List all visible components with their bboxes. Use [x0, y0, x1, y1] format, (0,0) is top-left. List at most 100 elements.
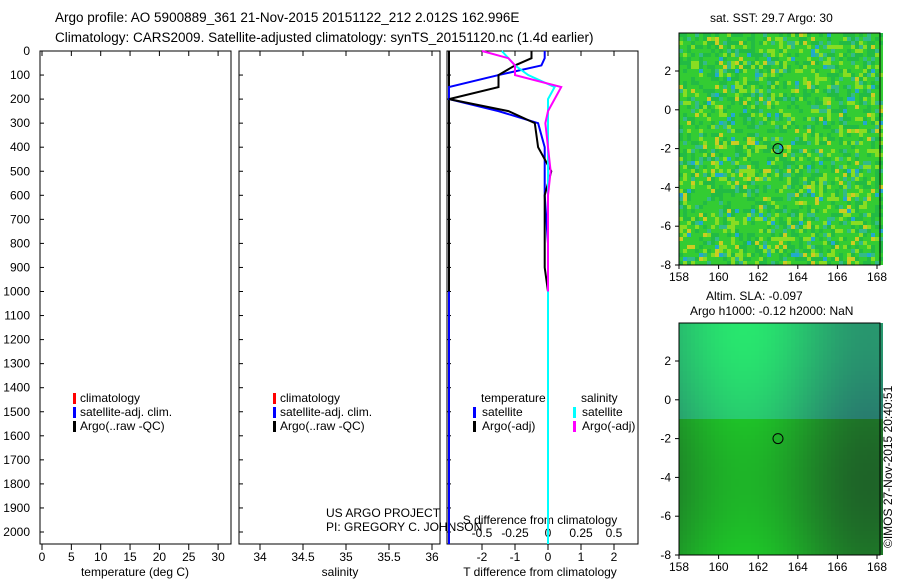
sla-map-cell [743, 463, 747, 467]
sla-map-cell [835, 387, 839, 391]
sst-map-cell [743, 257, 747, 261]
sst-map-cell [759, 189, 763, 193]
sst-map-cell [819, 161, 823, 165]
sst-map-cell [687, 105, 691, 109]
sst-map-cell [835, 101, 839, 105]
sst-map-cell [839, 197, 843, 201]
sla-map-cell [679, 407, 683, 411]
sst-map-cell [767, 65, 771, 69]
sla-map-cell [855, 395, 859, 399]
sst-map-cell [711, 229, 715, 233]
sst-map-cell [695, 205, 699, 209]
sla-map-cell [771, 423, 775, 427]
sst-map-cell [819, 65, 823, 69]
sla-map-cell [803, 443, 807, 447]
sla-map-cell [795, 463, 799, 467]
sst-map-cell [743, 197, 747, 201]
sla-map-cell [835, 435, 839, 439]
sst-map-cell [763, 113, 767, 117]
sla-map-cell [743, 447, 747, 451]
sst-map-cell [871, 241, 875, 245]
sst-map-cell [827, 61, 831, 65]
sst-map-cell [695, 201, 699, 205]
sst-map-cell [867, 73, 871, 77]
sla-map-cell [691, 379, 695, 383]
sst-map-cell [815, 145, 819, 149]
sst-map-cell [867, 249, 871, 253]
sst-map-cell [823, 53, 827, 57]
sst-map-cell [719, 261, 723, 265]
sst-map-cell [719, 121, 723, 125]
sla-map-cell [687, 415, 691, 419]
sst-map-cell [787, 193, 791, 197]
sst-map-cell [787, 245, 791, 249]
sst-map-cell [835, 201, 839, 205]
sst-map-cell [699, 233, 703, 237]
sst-map-cell [727, 153, 731, 157]
sst-map-cell [811, 209, 815, 213]
sst-map-cell [767, 133, 771, 137]
sst-map-cell [707, 237, 711, 241]
sst-map-cell [791, 233, 795, 237]
depth-tick-label: 200 [10, 92, 30, 106]
sla-map-cell [723, 379, 727, 383]
sst-map-cell [815, 61, 819, 65]
sla-map-cell [739, 431, 743, 435]
sst-map-cell [843, 177, 847, 181]
sst-map-cell [731, 217, 735, 221]
sst-map-cell [843, 261, 847, 265]
sst-map-cell [775, 189, 779, 193]
sla-map-cell [683, 407, 687, 411]
sla-map-cell [751, 339, 755, 343]
sst-map-cell [751, 197, 755, 201]
sst-map-cell [871, 225, 875, 229]
sst-map-cell [775, 165, 779, 169]
sst-map-cell [807, 113, 811, 117]
sst-map-cell [679, 217, 683, 221]
sla-map-cell [771, 335, 775, 339]
sla-map-cell [683, 371, 687, 375]
sst-map-cell [871, 185, 875, 189]
sst-map-cell [691, 113, 695, 117]
sst-map-cell [723, 165, 727, 169]
sla-map-cell [875, 435, 879, 439]
sst-map-cell [863, 101, 867, 105]
sst-map-cell [843, 61, 847, 65]
sla-map-cell [747, 391, 751, 395]
sst-map-cell [867, 225, 871, 229]
sla-map-cell [787, 395, 791, 399]
sla-map-cell [687, 447, 691, 451]
sst-map-cell [875, 149, 879, 153]
sla-map-cell [763, 339, 767, 343]
sst-map-cell [807, 205, 811, 209]
sla-map-cell [791, 439, 795, 443]
sla-map-cell [807, 431, 811, 435]
sst-map-cell [703, 93, 707, 97]
sla-map-cell [767, 339, 771, 343]
sla-map-cell [695, 387, 699, 391]
sla-map-cell [699, 327, 703, 331]
sst-map-cell [699, 173, 703, 177]
sla-map-cell [871, 351, 875, 355]
sst-map-cell [863, 169, 867, 173]
sla-map-cell [687, 383, 691, 387]
sst-map-cell [747, 141, 751, 145]
sst-map-cell [783, 169, 787, 173]
sst-map-cell [763, 105, 767, 109]
sst-map-cell [711, 69, 715, 73]
sst-map-cell [823, 129, 827, 133]
sla-map-cell [683, 395, 687, 399]
sst-map-cell [851, 97, 855, 101]
sst-map-cell [739, 153, 743, 157]
sst-map-cell [855, 189, 859, 193]
sst-map-cell [867, 161, 871, 165]
sst-map-cell [811, 33, 815, 37]
sst-map-cell [807, 129, 811, 133]
sst-map-cell [739, 165, 743, 169]
sla-map-cell [867, 459, 871, 463]
sla-map-cell [767, 371, 771, 375]
sst-map-cell [799, 97, 803, 101]
sst-map-cell [851, 185, 855, 189]
sst-map-cell [859, 117, 863, 121]
sst-map-argo-marker [772, 143, 784, 155]
